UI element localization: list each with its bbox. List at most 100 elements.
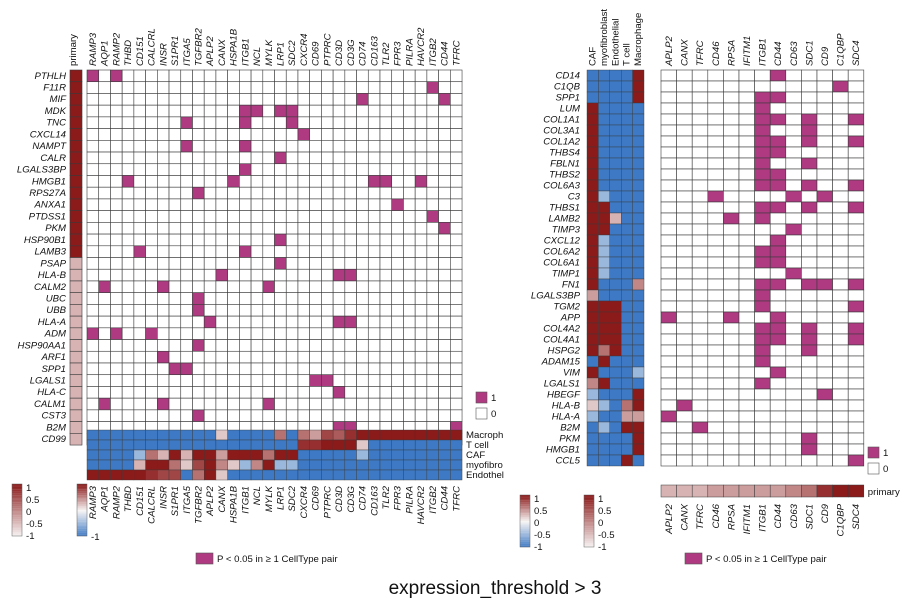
colorbar-celltype-tick: 0 <box>534 518 539 529</box>
heatmap-cell <box>754 289 771 302</box>
celltype-cell <box>227 429 240 441</box>
heatmap-cell <box>707 267 724 280</box>
heatmap-cell <box>379 362 393 376</box>
heatmap-cell <box>121 280 135 293</box>
heatmap-cell <box>180 175 193 188</box>
celltype-cell <box>609 278 622 291</box>
heatmap-cell <box>250 210 264 223</box>
heatmap-cell <box>785 113 802 126</box>
column-label-bottom: ITGA5 <box>182 485 193 513</box>
celltype-cell <box>621 322 633 335</box>
colorbar-celltype-step <box>77 487 87 490</box>
heatmap-cell <box>367 198 381 211</box>
heatmap-cell <box>133 210 146 223</box>
heatmap-cell <box>832 256 849 269</box>
heatmap-cell <box>215 128 228 141</box>
celltype-cell <box>180 469 193 481</box>
heatmap-cell <box>98 163 111 176</box>
heatmap-cell <box>285 292 299 305</box>
celltype-cell <box>450 469 463 481</box>
heatmap-cell <box>691 124 709 137</box>
heatmap-cell <box>192 81 205 94</box>
heatmap-cell <box>274 233 287 247</box>
heatmap-cell <box>332 280 346 293</box>
heatmap-cell <box>203 151 217 165</box>
column-label-bottom: CD69 <box>311 485 322 510</box>
heatmap-cell <box>847 91 865 104</box>
heatmap-cell <box>250 397 264 411</box>
heatmap-cell <box>367 386 381 399</box>
primary-cell <box>832 484 849 498</box>
heatmap-cell <box>250 362 264 376</box>
heatmap-cell <box>227 93 240 106</box>
heatmap-cell <box>379 397 393 411</box>
heatmap-cell <box>801 80 818 93</box>
heatmap-cell <box>676 256 693 269</box>
heatmap-cell <box>660 190 677 203</box>
heatmap-cell <box>262 339 275 352</box>
heatmap-cell <box>450 140 463 153</box>
row-label: FN1 <box>562 279 580 290</box>
celltype-cell <box>250 459 264 471</box>
colorbar-celltype-step <box>520 498 530 501</box>
row-label: COL1A1 <box>543 114 580 125</box>
celltype-cell <box>632 102 645 115</box>
heatmap-cell <box>707 146 724 159</box>
heatmap-cell <box>769 300 787 313</box>
heatmap-cell <box>239 339 252 352</box>
heatmap-cell <box>847 212 865 225</box>
heatmap-cell <box>391 362 404 376</box>
heatmap-cell <box>403 304 416 317</box>
heatmap-cell <box>250 268 264 282</box>
heatmap-cell <box>754 80 771 93</box>
heatmap-cell <box>332 186 346 200</box>
celltype-cell <box>250 449 264 461</box>
colorbar-primary-step <box>584 536 594 538</box>
heatmap-cell <box>676 278 693 291</box>
legend-hit-swatch <box>867 446 880 459</box>
heatmap-cell <box>832 69 849 82</box>
celltype-cell <box>344 429 357 441</box>
heatmap-cell <box>391 81 404 94</box>
row-label: THBS4 <box>549 147 580 158</box>
celltype-cell <box>632 443 645 456</box>
heatmap-cell <box>133 93 146 106</box>
heatmap-cell <box>86 104 100 118</box>
celltype-cell <box>632 69 645 82</box>
heatmap-cell <box>832 355 849 368</box>
colorbar-primary-step <box>584 505 594 507</box>
heatmap-cell <box>691 267 709 280</box>
heatmap-cell <box>356 280 369 293</box>
heatmap-cell <box>203 163 217 176</box>
celltype-cell <box>598 146 611 159</box>
heatmap-cell <box>192 198 205 211</box>
celltype-cell <box>192 429 205 441</box>
celltype-cell <box>586 333 599 346</box>
column-label-top: TGFBR2 <box>193 27 204 66</box>
celltype-cell <box>632 377 645 390</box>
heatmap-cell <box>180 327 193 340</box>
colorbar-primary-step <box>12 506 22 508</box>
heatmap-cell <box>215 163 228 176</box>
colorbar-celltype-step <box>77 524 87 526</box>
heatmap-cell <box>356 222 369 235</box>
heatmap-cell <box>769 388 787 401</box>
heatmap-cell <box>309 386 322 399</box>
row-label: PTDSS1 <box>29 211 66 222</box>
colorbar-primary-step <box>12 484 22 486</box>
heatmap-cell <box>309 339 322 352</box>
heatmap-cell <box>426 104 439 118</box>
heatmap-cell <box>227 374 240 387</box>
heatmap-cell <box>691 69 709 82</box>
celltype-cell <box>621 388 633 401</box>
heatmap-cell <box>660 135 677 148</box>
celltype-row-label: Endothel <box>466 470 504 481</box>
celltype-cell <box>609 212 622 225</box>
pvalue-legend-swatch <box>684 552 703 565</box>
colorbar-primary-step <box>12 485 22 487</box>
heatmap-cell <box>403 151 416 165</box>
colorbar-celltype-step <box>77 532 87 534</box>
heatmap-cell <box>816 190 833 203</box>
heatmap-cell <box>691 289 709 302</box>
heatmap-cell <box>180 304 193 317</box>
